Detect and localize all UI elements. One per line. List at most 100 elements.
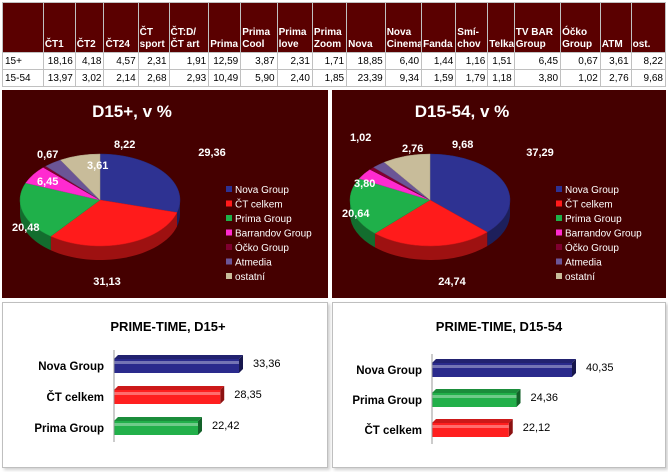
pie-value-label: 20,64 bbox=[342, 208, 370, 220]
column-header: Nova bbox=[346, 2, 386, 53]
legend-entry: Atmedia bbox=[235, 258, 272, 269]
column-header: Prima Zoom bbox=[311, 2, 348, 53]
bar-chart-prime-time-d15plus: PRIME-TIME, D15+ Nova Group 33,36 ČT celkem… bbox=[2, 302, 328, 468]
bar-category-label: Prima Group bbox=[34, 423, 104, 435]
table-cell: 3,87 bbox=[240, 52, 278, 70]
table-cell: 1,79 bbox=[455, 69, 489, 87]
legend-entry: Nova Group bbox=[565, 185, 619, 196]
bar-top-face bbox=[432, 419, 513, 423]
legend-entry: Nova Group bbox=[235, 185, 289, 196]
pie-value-label: 20,48 bbox=[12, 222, 40, 234]
legend-swatch bbox=[556, 200, 562, 207]
pie-value-label: 3,80 bbox=[354, 178, 375, 190]
column-header: ATM bbox=[599, 2, 632, 53]
table-cell: 2,14 bbox=[103, 69, 139, 87]
legend-entry: Atmedia bbox=[565, 258, 602, 269]
bar-value-label: 28,35 bbox=[234, 389, 262, 401]
bar-category-label: Nova Group bbox=[38, 361, 104, 373]
column-header: Prima Cool bbox=[240, 2, 278, 53]
bar bbox=[432, 393, 517, 407]
bar bbox=[432, 363, 572, 377]
pie-value-label: 1,02 bbox=[350, 132, 371, 144]
bar-highlight bbox=[114, 392, 221, 395]
column-header: Fanda bbox=[421, 2, 457, 53]
table-cell: 2,93 bbox=[168, 69, 210, 87]
column-header: ost. bbox=[630, 2, 667, 53]
legend-entry: ČT celkem bbox=[565, 198, 613, 211]
table-cell: 18,16 bbox=[42, 52, 76, 70]
bar-value-label: 22,42 bbox=[212, 420, 240, 432]
pie-slice-side bbox=[20, 200, 51, 251]
table-cell: 9,34 bbox=[384, 69, 423, 87]
column-header: TV BAR Group bbox=[513, 2, 562, 53]
pie-slice bbox=[19, 182, 101, 237]
pie-chart-d15-54: D15-54, v % 37,29 24,74 20,64 3,80 1,02 2,76 9,… bbox=[332, 90, 666, 298]
legend-swatch bbox=[556, 244, 562, 250]
column-header: ČT24 bbox=[103, 2, 139, 53]
pie-value-label: 6,45 bbox=[37, 176, 58, 188]
bar-side-face bbox=[516, 389, 521, 407]
table-cell: 2,68 bbox=[137, 69, 170, 87]
pie-value-label: 3,61 bbox=[87, 160, 108, 172]
table-cell: 2,31 bbox=[137, 52, 170, 70]
table-cell: 4,18 bbox=[74, 52, 105, 70]
legend-entry: Barrandov Group bbox=[565, 229, 642, 240]
pie-value-label: 0,67 bbox=[37, 149, 58, 161]
bar bbox=[114, 390, 221, 404]
legend-swatch bbox=[226, 273, 232, 279]
legend-entry: Prima Group bbox=[565, 214, 622, 225]
legend-swatch bbox=[556, 186, 562, 192]
pie-chart-d15-54-svg: D15-54, v % 37,29 24,74 20,64 3,80 1,02 2,76 9,… bbox=[342, 102, 642, 288]
column-header: Telka bbox=[487, 2, 515, 53]
bar bbox=[114, 421, 199, 435]
legend-swatch bbox=[556, 273, 562, 279]
bar-side-face bbox=[239, 355, 243, 373]
bar-top-face bbox=[432, 359, 576, 363]
legend-swatch bbox=[226, 229, 232, 236]
table-cell: 6,45 bbox=[513, 52, 562, 70]
bar-top-face bbox=[114, 417, 203, 421]
legend-swatch bbox=[556, 215, 562, 221]
pie-value-label: 31,13 bbox=[93, 276, 121, 288]
bar-value-label: 33,36 bbox=[253, 358, 281, 370]
legend-entry: ostatní bbox=[235, 272, 265, 283]
bar-category-label: Prima Group bbox=[352, 395, 422, 407]
pie-value-label: 24,74 bbox=[438, 276, 466, 288]
legend-swatch bbox=[226, 186, 232, 192]
bar-value-label: 40,35 bbox=[586, 362, 614, 374]
pie-value-label: 8,22 bbox=[114, 139, 135, 151]
pie-title: D15-54, v % bbox=[415, 102, 510, 121]
pie-value-label: 29,36 bbox=[198, 147, 226, 159]
bar-chart-prime-time-d15plus-svg: PRIME-TIME, D15+ Nova Group 33,36 ČT celkem… bbox=[34, 319, 281, 442]
bar-chart-prime-time-d15-54: PRIME-TIME, D15-54 Nova Group 40,35 Prima G… bbox=[332, 302, 666, 468]
bar-chart-title: PRIME-TIME, D15+ bbox=[110, 319, 226, 334]
column-header: ČT2 bbox=[74, 2, 105, 53]
bar-category-label: ČT celkem bbox=[364, 424, 422, 437]
bar-top-face bbox=[114, 355, 243, 359]
pie-value-label: 37,29 bbox=[526, 147, 554, 159]
bar-highlight bbox=[114, 423, 199, 426]
pie-slice bbox=[349, 178, 431, 234]
table-corner bbox=[2, 2, 44, 53]
legend-entry: Óčko Group bbox=[235, 241, 289, 254]
legend-entry: ČT celkem bbox=[235, 198, 283, 211]
legend-swatch bbox=[226, 200, 232, 207]
bar-side-face bbox=[198, 417, 203, 435]
bar-highlight bbox=[432, 425, 509, 428]
table-cell: 2,76 bbox=[599, 69, 632, 87]
legend-entry: Barrandov Group bbox=[235, 229, 312, 240]
table-cell: 1,71 bbox=[311, 52, 348, 70]
bar-highlight bbox=[432, 365, 572, 368]
bar-highlight bbox=[432, 395, 517, 398]
table-row: 15+ 18,16 4,18 4,57 2,31 1,91 12,59 3,87 2,31 1,7… bbox=[2, 52, 667, 70]
bar-top-face bbox=[432, 389, 521, 393]
bar bbox=[114, 359, 239, 373]
table-cell: 2,40 bbox=[276, 69, 313, 87]
table-cell: 1,91 bbox=[168, 52, 210, 70]
table-cell: 18,85 bbox=[346, 52, 386, 70]
table-row: 15-54 13,97 3,02 2,14 2,68 2,93 10,49 5,90 2,40 1… bbox=[2, 69, 667, 87]
bar-side-face bbox=[220, 386, 225, 404]
share-table: ČT1 ČT2 ČT24 ČT sport ČT:D/ ČT art Prima Prima… bbox=[2, 2, 667, 87]
pie-slice-side bbox=[50, 212, 177, 260]
table-cell: 9,68 bbox=[630, 69, 667, 87]
